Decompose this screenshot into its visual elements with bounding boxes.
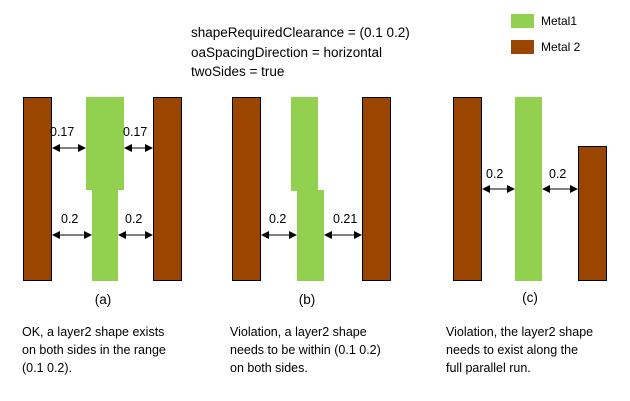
panel-b-caption: Violation, a layer2 shape needs to be wi… xyxy=(230,325,381,375)
panel-a-dim-bottom-right: 0.2 xyxy=(125,212,143,226)
panel-c-metal2-right-short xyxy=(578,146,607,281)
panel-b-metal1-top xyxy=(291,97,318,191)
panel-b-metal1-bottom xyxy=(297,190,324,281)
panel-c-label: (c) xyxy=(522,290,538,305)
panel-a-metal1-narrow xyxy=(92,189,118,281)
panel-c-metal2-left xyxy=(453,97,482,281)
legend-metal1-label: Metal1 xyxy=(541,14,578,28)
legend-metal2-label: Metal 2 xyxy=(541,40,581,54)
panel-c-dim-left: 0.2 xyxy=(486,167,504,181)
panel-b-metal2-right xyxy=(362,97,391,281)
panel-a-metal1-wide xyxy=(86,97,124,190)
panel-a-dim-top-right: 0.17 xyxy=(123,125,148,139)
rule-spacing-direction: oaSpacingDirection = horizontal xyxy=(191,45,382,60)
panel-a-dim-bottom-left: 0.2 xyxy=(61,212,79,226)
legend-metal1-swatch xyxy=(511,14,534,28)
rule-two-sides: twoSides = true xyxy=(191,64,285,79)
panel-c-metal1 xyxy=(515,97,542,281)
panel-b-dim-left: 0.2 xyxy=(269,212,287,226)
panel-a-dim-top-left: 0.17 xyxy=(50,125,75,139)
panel-b-dim-right: 0.21 xyxy=(333,212,358,226)
legend-metal2-swatch xyxy=(511,40,534,54)
panel-a-metal2-left xyxy=(23,97,52,281)
rule-shape-required-clearance: shapeRequiredClearance = (0.1 0.2) xyxy=(191,25,410,40)
panel-a-label: (a) xyxy=(94,292,112,307)
panel-b-metal2-left xyxy=(232,97,261,281)
panel-b-label: (b) xyxy=(298,292,316,307)
panel-a-caption: OK, a layer2 shape exists on both sides … xyxy=(22,325,166,375)
panel-a-metal2-right xyxy=(153,97,182,281)
panel-c-dim-right: 0.2 xyxy=(549,167,567,181)
panel-c-caption: Violation, the layer2 shape needs to exi… xyxy=(446,325,594,375)
